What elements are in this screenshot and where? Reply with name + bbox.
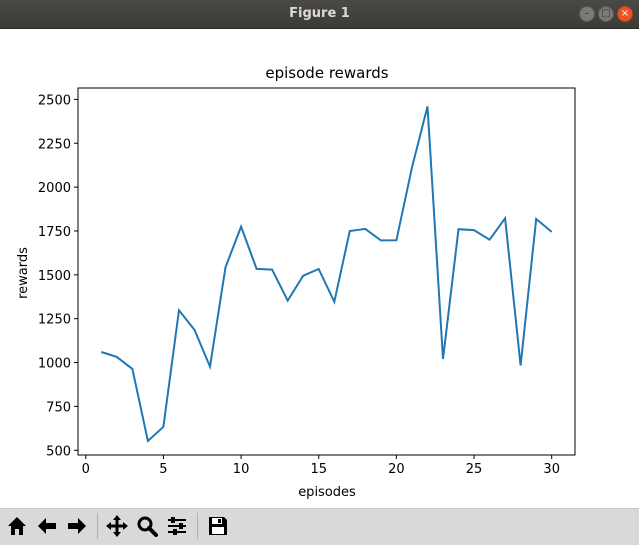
zoom-button[interactable] xyxy=(134,513,160,539)
window-title: Figure 1 xyxy=(289,6,350,21)
chart-title: episode rewards xyxy=(265,64,388,82)
y-tick-label: 2500 xyxy=(38,93,71,108)
maximize-button[interactable]: □ xyxy=(598,6,614,22)
x-tick-label: 20 xyxy=(388,462,405,477)
x-tick-label: 30 xyxy=(543,462,560,477)
y-tick-label: 2000 xyxy=(38,181,71,196)
y-tick-label: 2250 xyxy=(38,137,71,152)
y-tick-label: 1750 xyxy=(38,225,71,240)
forward-button[interactable] xyxy=(64,513,90,539)
toolbar-separator xyxy=(197,513,198,539)
navigation-toolbar xyxy=(0,508,639,545)
pan-icon xyxy=(106,515,128,537)
save-button[interactable] xyxy=(205,513,231,539)
home-icon xyxy=(8,517,26,535)
line-chart: episode rewards episodes rewards 0 5 10 15 2… xyxy=(16,64,576,500)
close-button[interactable]: × xyxy=(617,6,633,22)
minimize-button[interactable]: – xyxy=(579,6,595,22)
series-line xyxy=(100,106,553,443)
x-tick-label: 25 xyxy=(466,462,483,477)
y-tick-label: 1000 xyxy=(38,357,71,372)
x-axis-label: episodes xyxy=(298,485,356,500)
x-tick-label: 10 xyxy=(233,462,250,477)
figure-canvas: episode rewards episodes rewards 0 5 10 15 2… xyxy=(0,29,639,508)
back-button[interactable] xyxy=(34,513,60,539)
y-axis-label: rewards xyxy=(16,247,31,299)
forward-arrow-icon xyxy=(68,518,86,534)
pan-button[interactable] xyxy=(104,513,130,539)
y-tick-label: 750 xyxy=(46,400,71,415)
axis-ticks: 0 5 10 15 20 25 30 500 750 1000 1250 1500 1750 2000 22… xyxy=(38,93,560,477)
back-arrow-icon xyxy=(38,518,56,534)
window-titlebar[interactable]: Figure 1 – □ × xyxy=(0,0,639,29)
x-tick-label: 0 xyxy=(82,462,90,477)
x-tick-label: 5 xyxy=(159,462,167,477)
configure-subplots-icon xyxy=(168,517,186,535)
configure-subplots-button[interactable] xyxy=(164,513,190,539)
x-tick-label: 15 xyxy=(310,462,327,477)
y-tick-label: 1250 xyxy=(38,313,71,328)
plot-frame xyxy=(77,87,576,456)
save-icon xyxy=(209,517,227,535)
home-button[interactable] xyxy=(4,513,30,539)
y-tick-label: 1500 xyxy=(38,269,71,284)
toolbar-separator xyxy=(97,513,98,539)
y-tick-label: 500 xyxy=(46,444,71,459)
zoom-icon xyxy=(137,516,158,537)
